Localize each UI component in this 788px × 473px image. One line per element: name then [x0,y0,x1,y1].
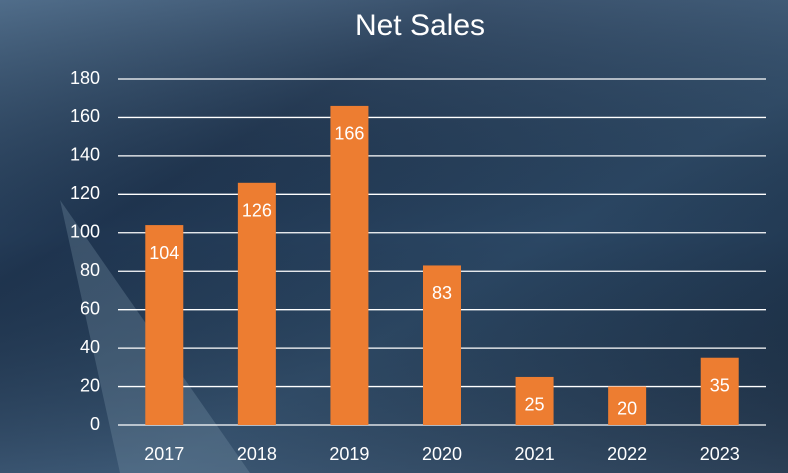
bar [515,376,554,425]
y-tick-label: 0 [90,414,100,434]
y-tick-label: 60 [80,298,100,318]
x-tick-label: 2018 [237,444,277,464]
y-tick-label: 80 [80,260,100,280]
data-label: 83 [432,283,452,303]
x-tick-label: 2021 [515,444,555,464]
y-tick-label: 180 [70,68,100,88]
data-label: 35 [710,375,730,395]
data-label: 126 [242,201,272,221]
bar [608,386,647,425]
bar [423,265,461,425]
x-tick-label: 2022 [607,444,647,464]
data-label: 104 [149,243,179,263]
y-tick-label: 160 [70,106,100,126]
chart-title: Net Sales [355,9,485,42]
x-tick-label: 2019 [329,444,369,464]
y-tick-label: 120 [70,183,100,203]
x-tick-label: 2020 [422,444,462,464]
bar [237,182,276,425]
bar [330,105,369,426]
bar [145,225,184,425]
y-tick-label: 40 [80,337,100,357]
x-tick-label: 2023 [700,444,740,464]
data-label: 166 [334,124,364,144]
data-label: 20 [617,398,637,418]
y-tick-label: 20 [80,375,100,395]
x-tick-label: 2017 [144,444,184,464]
data-label: 25 [525,395,545,415]
bar [700,357,739,425]
y-tick-label: 140 [70,145,100,165]
y-tick-label: 100 [70,222,100,242]
